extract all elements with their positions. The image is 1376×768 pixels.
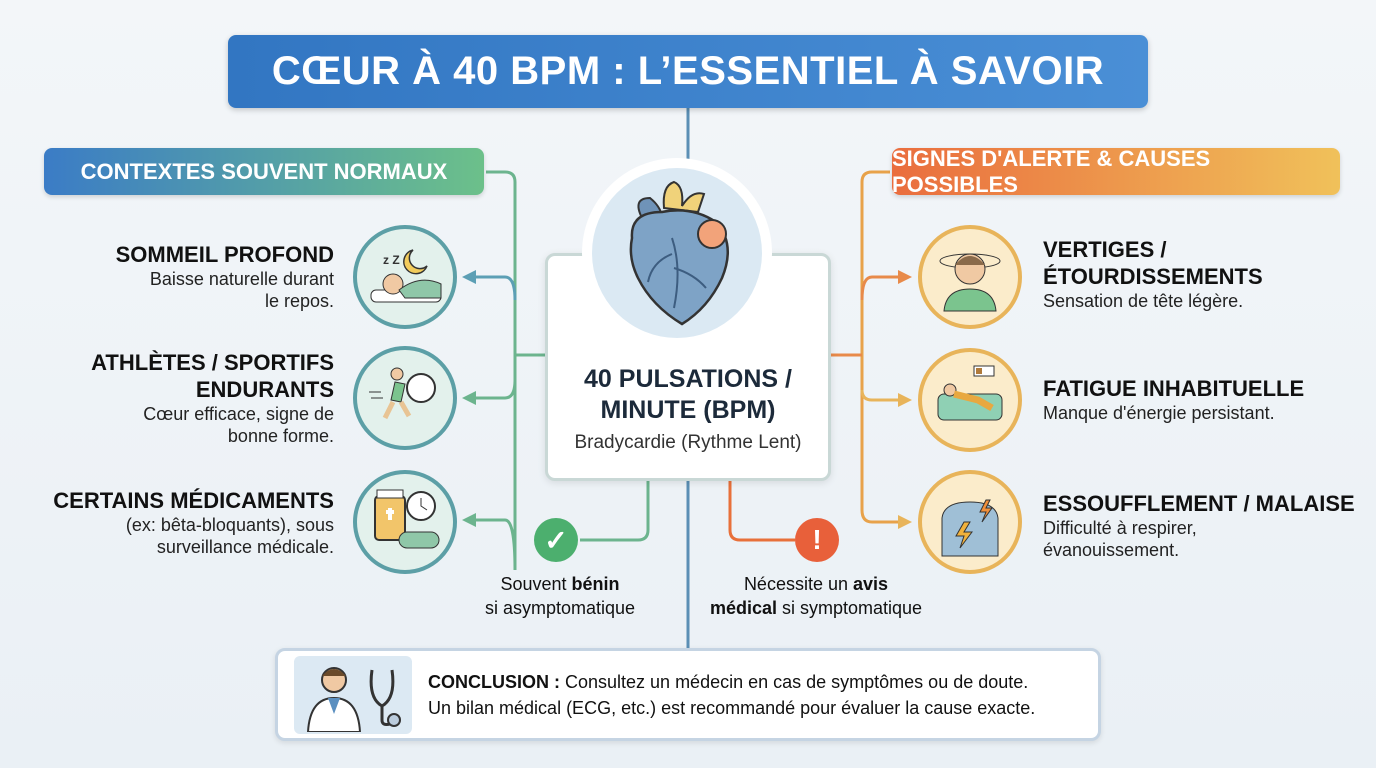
medication-clock-icon bbox=[353, 470, 457, 574]
list-item-sleep: SOMMEIL PROFOND Baisse naturelle durant … bbox=[115, 242, 334, 311]
heart-rate-value: 40 PULSATIONS / MINUTE (BPM) bbox=[584, 365, 792, 424]
exclamation-icon: ! bbox=[795, 518, 839, 562]
conclusion-text: CONCLUSION : Consultez un médecin en cas… bbox=[428, 672, 1036, 718]
runner-stopwatch-icon bbox=[353, 346, 457, 450]
dizzy-person-icon bbox=[918, 225, 1022, 329]
check-icon: ✓ bbox=[534, 518, 578, 562]
list-item-medication: CERTAINS MÉDICAMENTS (ex: bêta-bloquants… bbox=[53, 488, 334, 557]
page-title: CŒUR À 40 BPM : L’ESSENTIEL À SAVOIR bbox=[228, 35, 1148, 108]
conclusion-box: CONCLUSION : Consultez un médecin en cas… bbox=[275, 648, 1101, 741]
tired-person-sofa-icon bbox=[918, 348, 1022, 452]
chest-pain-icon bbox=[918, 470, 1022, 574]
sleeping-person-icon: z Z bbox=[353, 225, 457, 329]
warning-signs-header: SIGNES D'ALERTE & CAUSES POSSIBLES bbox=[892, 146, 1340, 197]
doctor-stethoscope-icon bbox=[294, 656, 412, 734]
heart-icon bbox=[582, 158, 772, 348]
list-item-breathlessness: ESSOUFFLEMENT / MALAISE Difficulté à res… bbox=[1043, 491, 1355, 560]
list-item-fatigue: FATIGUE INHABITUELLE Manque d'énergie pe… bbox=[1043, 376, 1305, 423]
normal-contexts-header: CONTEXTES SOUVENT NORMAUX bbox=[44, 148, 484, 195]
heart-rate-subtitle: Bradycardie (Rythme Lent) bbox=[574, 432, 802, 453]
list-item-athletes: ATHLÈTES / SPORTIFS ENDURANTS Cœur effic… bbox=[91, 350, 334, 446]
alert-caption: Nécessite un avis médical si symptomatiq… bbox=[709, 574, 923, 618]
list-item-dizziness: VERTIGES / ÉTOURDISSEMENTS Sensation de … bbox=[1043, 237, 1263, 311]
benign-caption: Souvent bénin si asymptomatique bbox=[484, 574, 636, 618]
svg-text:z Z: z Z bbox=[383, 253, 400, 267]
